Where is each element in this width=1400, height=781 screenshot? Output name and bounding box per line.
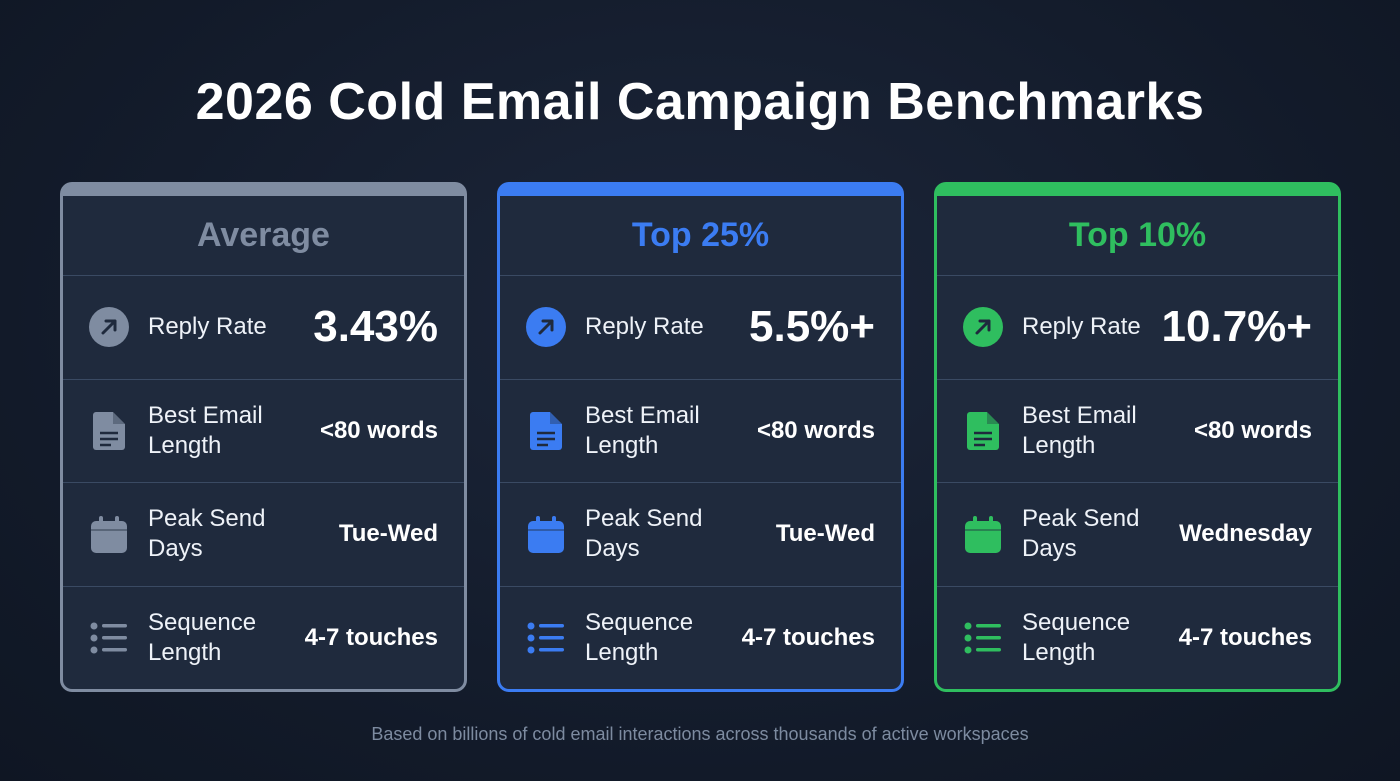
metric-label: Best Email Length — [1022, 401, 1137, 459]
metric-value: <80 words — [1193, 416, 1312, 444]
list-icon — [525, 617, 567, 659]
document-icon — [525, 410, 567, 452]
metric-label: Peak Send Days — [1022, 505, 1140, 563]
tier-card-average: Average Reply Rate 3.43% Best Email Leng… — [60, 182, 467, 692]
metric-label: Reply Rate — [148, 313, 267, 341]
tier-card-top-10: Top 10% Reply Rate 10.7%+ Best Email Len… — [934, 182, 1341, 692]
metric-row: Sequence Length 4-7 touches — [500, 587, 901, 690]
metric-row: Reply Rate 3.43% — [63, 276, 464, 380]
metric-value: Tue-Wed — [775, 520, 875, 548]
metric-row: Best Email Length <80 words — [63, 380, 464, 483]
metric-value: 4-7 touches — [741, 624, 875, 652]
metric-label: Best Email Length — [148, 401, 263, 459]
metric-row: Sequence Length 4-7 touches — [63, 587, 464, 690]
footer-note: Based on billions of cold email interact… — [371, 724, 1029, 744]
metric-row: Best Email Length <80 words — [500, 380, 901, 483]
metric-label: Peak Send Days — [585, 505, 703, 563]
tier-title: Average — [63, 196, 464, 276]
calendar-icon — [88, 513, 130, 555]
metric-value: Wednesday — [1179, 520, 1312, 548]
metric-value: Tue-Wed — [338, 520, 438, 548]
metric-row: Best Email Length <80 words — [937, 380, 1338, 483]
metric-label: Best Email Length — [585, 401, 700, 459]
page-title: 2026 Cold Email Campaign Benchmarks — [195, 73, 1205, 131]
metric-row: Sequence Length 4-7 touches — [937, 587, 1338, 690]
tier-card-top-25: Top 25% Reply Rate 5.5%+ Best Email Leng… — [497, 182, 904, 692]
metric-row: Reply Rate 10.7%+ — [937, 276, 1338, 380]
arrow-up-right-icon — [525, 306, 567, 348]
metric-label: Sequence Length — [585, 609, 694, 667]
tier-title: Top 25% — [500, 196, 901, 276]
arrow-up-right-icon — [88, 306, 130, 348]
metric-label: Reply Rate — [585, 313, 704, 341]
list-icon — [962, 617, 1004, 659]
tier-title: Top 10% — [937, 196, 1338, 276]
metric-label: Peak Send Days — [148, 505, 266, 563]
document-icon — [88, 410, 130, 452]
metric-value: 10.7%+ — [1161, 302, 1312, 352]
metric-row: Reply Rate 5.5%+ — [500, 276, 901, 380]
metric-row: Peak Send Days Tue-Wed — [63, 483, 464, 587]
metric-label: Sequence Length — [148, 609, 257, 667]
metric-value: 4-7 touches — [1178, 624, 1312, 652]
list-icon — [88, 617, 130, 659]
metric-value: 4-7 touches — [304, 624, 438, 652]
calendar-icon — [962, 513, 1004, 555]
metric-value: 5.5%+ — [749, 302, 875, 352]
calendar-icon — [525, 513, 567, 555]
metric-label: Reply Rate — [1022, 313, 1141, 341]
metric-value: <80 words — [756, 416, 875, 444]
metric-value: <80 words — [319, 416, 438, 444]
metric-row: Peak Send Days Tue-Wed — [500, 483, 901, 587]
metric-row: Peak Send Days Wednesday — [937, 483, 1338, 587]
arrow-up-right-icon — [962, 306, 1004, 348]
metric-label: Sequence Length — [1022, 609, 1131, 667]
document-icon — [962, 410, 1004, 452]
metric-value: 3.43% — [313, 302, 438, 352]
